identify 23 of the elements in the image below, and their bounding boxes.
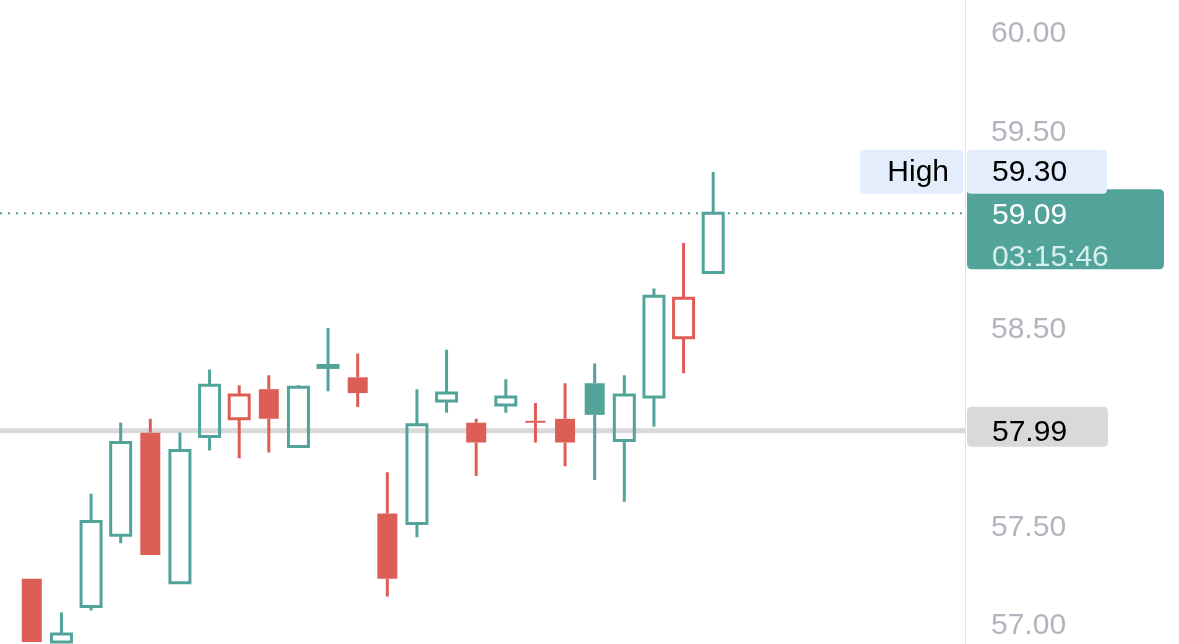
ref-line-label: 57.99 bbox=[992, 413, 1068, 447]
candlestick bbox=[672, 242, 696, 374]
y-tick-label: 58.50 bbox=[991, 311, 1067, 345]
candlestick bbox=[316, 327, 340, 392]
candlestick bbox=[494, 379, 518, 413]
y-tick-label: 60.00 bbox=[991, 14, 1067, 48]
y-tick-label: 59.50 bbox=[991, 113, 1067, 147]
candlestick bbox=[701, 171, 725, 275]
candlestick bbox=[227, 385, 251, 459]
candlestick bbox=[642, 288, 666, 427]
candlestick bbox=[435, 349, 459, 413]
candlestick bbox=[168, 432, 192, 585]
candlestick bbox=[49, 612, 73, 644]
candlestick bbox=[198, 369, 222, 451]
y-tick-label: 57.00 bbox=[991, 607, 1067, 641]
candlestick bbox=[79, 493, 103, 611]
candlestick bbox=[612, 375, 636, 502]
annotation: High bbox=[887, 154, 949, 188]
y-tick-label: 57.50 bbox=[991, 508, 1067, 542]
ref-line-label: 59.09 03:15:46 bbox=[992, 196, 1109, 272]
candlestick bbox=[109, 422, 133, 544]
candlestick bbox=[405, 389, 429, 538]
text: 59.30 bbox=[992, 154, 1068, 188]
